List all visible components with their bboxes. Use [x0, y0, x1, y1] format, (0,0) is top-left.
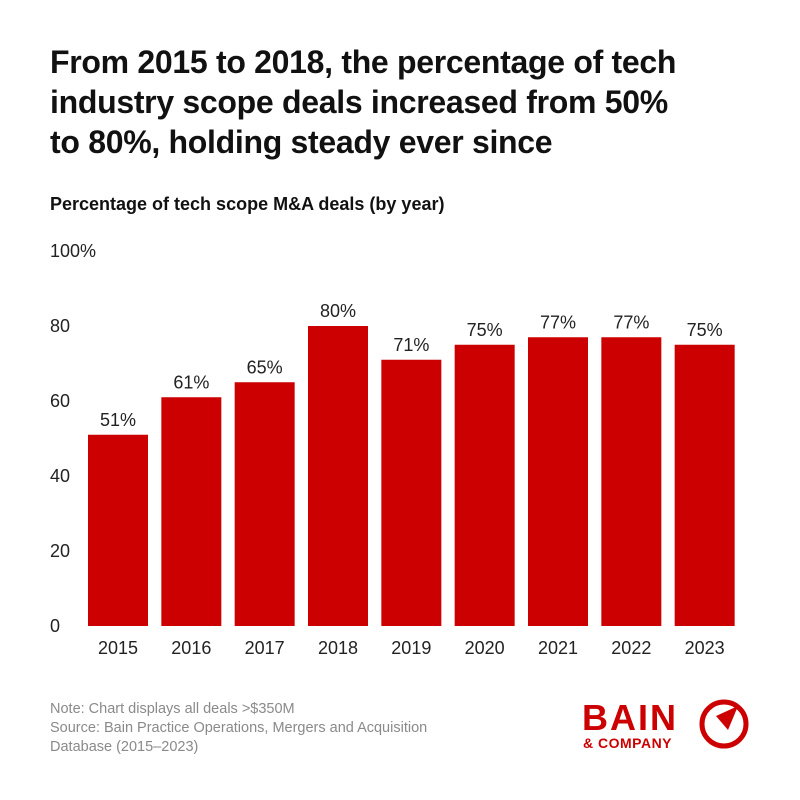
footnote: Note: Chart displays all deals >$350M So… [50, 700, 520, 757]
x-tick-label-2022: 2022 [611, 638, 651, 658]
logo-wordmark: BAIN [582, 697, 678, 738]
x-tick-label-2017: 2017 [245, 638, 285, 658]
bain-logo: BAIN & COMPANY [582, 697, 749, 751]
bar-2017 [234, 382, 295, 626]
data-label-2017: 65% [247, 357, 283, 377]
footnote-note: Note: Chart displays all deals >$350M [50, 701, 295, 717]
footnote-source-line: Database (2015–2023) [50, 739, 199, 755]
logo-tagline: & COMPANY [583, 735, 672, 751]
bar-2021 [528, 337, 588, 626]
headline-line: From 2015 to 2018, the percentage of tec… [50, 44, 677, 80]
bar-2020 [454, 344, 515, 626]
data-label-2020: 75% [467, 320, 503, 340]
headline: From 2015 to 2018, the percentage of tec… [50, 42, 750, 162]
x-tick-label-2023: 2023 [685, 638, 725, 658]
x-tick-label-2018: 2018 [318, 638, 358, 658]
data-label-2021: 77% [540, 312, 576, 332]
bar-2015 [88, 434, 148, 626]
data-label-2023: 75% [687, 320, 723, 340]
x-tick-label-2015: 2015 [98, 638, 138, 658]
data-label-2018: 80% [320, 301, 356, 321]
bar-2018 [308, 326, 368, 626]
data-label-2019: 71% [393, 335, 429, 355]
y-tick-label: 0 [50, 616, 60, 636]
headline-line: to 80%, holding steady ever since [50, 124, 553, 160]
y-tick-label: 60 [50, 391, 70, 411]
chart-subtitle: Percentage of tech scope M&A deals (by y… [50, 194, 445, 214]
x-tick-label-2021: 2021 [538, 638, 578, 658]
x-tick-label-2019: 2019 [391, 638, 431, 658]
bar-2023 [674, 344, 735, 626]
y-tick-label: 100% [50, 241, 96, 261]
bar-2022 [601, 337, 662, 626]
bar-2019 [381, 359, 442, 626]
y-tick-label: 80 [50, 316, 70, 336]
x-tick-label-2020: 2020 [465, 638, 505, 658]
bar-2016 [161, 397, 222, 626]
data-label-2022: 77% [613, 312, 649, 332]
data-label-2016: 61% [173, 372, 209, 392]
x-tick-label-2016: 2016 [171, 638, 211, 658]
footnote-source-line: Source: Bain Practice Operations, Merger… [50, 720, 428, 736]
logo-compass-icon [699, 699, 749, 749]
y-tick-label: 40 [50, 466, 70, 486]
y-tick-label: 20 [50, 541, 70, 561]
headline-line: industry scope deals increased from 50% [50, 84, 668, 120]
data-label-2015: 51% [100, 410, 136, 430]
